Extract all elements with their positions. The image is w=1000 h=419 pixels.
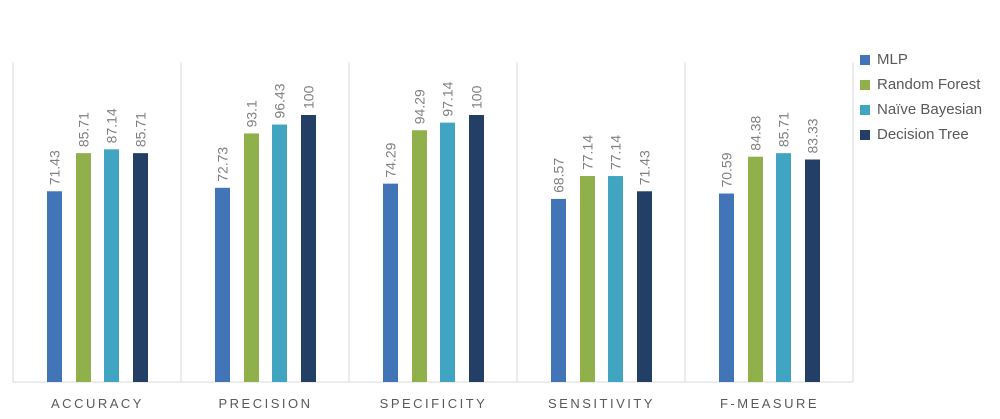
legend-item: Naïve Bayesian [860,97,982,122]
bar-decision-tree [469,115,484,382]
data-label: 71.43 [47,150,63,185]
legend-item: Decision Tree [860,122,982,147]
data-label: 85.71 [76,112,92,147]
data-label: 84.38 [748,115,764,150]
bar-mlp [47,191,62,382]
bar-decision-tree [301,115,316,382]
bar-na-ve-bayesian [608,176,623,382]
bar-random-forest [748,156,763,382]
bar-decision-tree [805,159,820,382]
legend-item: Random Forest [860,72,982,97]
data-label: 96.43 [272,83,288,118]
legend-label: Naïve Bayesian [877,101,983,118]
data-label: 70.59 [719,152,735,187]
x-tick-label: PRECISION [218,396,312,411]
data-label: 97.14 [440,81,456,116]
data-label: 85.71 [133,112,149,147]
bar-mlp [551,198,566,382]
bar-random-forest [412,130,427,382]
bar-random-forest [244,133,259,382]
x-tick-label: SENSITIVITY [548,396,655,411]
bar-random-forest [76,153,91,382]
bar-na-ve-bayesian [272,124,287,383]
data-label: 94.29 [412,89,428,124]
legend-swatch [860,104,870,115]
legend-swatch [860,79,870,90]
bar-random-forest [580,176,595,382]
bar-decision-tree [133,153,148,382]
data-label: 83.33 [805,118,821,153]
data-label: 77.14 [580,135,596,170]
x-tick-label: SPECIFICITY [380,396,488,411]
legend-swatch [860,129,870,140]
bar-na-ve-bayesian [440,122,455,382]
bar-na-ve-bayesian [776,153,791,382]
legend-swatch [860,54,870,65]
bar-decision-tree [637,191,652,382]
legend-label: Random Forest [877,76,981,93]
legend-label: Decision Tree [877,126,969,143]
data-label: 68.57 [551,158,567,193]
x-tick-label: F-MEASURE [720,396,819,411]
data-label: 74.29 [383,142,399,177]
data-label: 87.14 [104,108,120,143]
data-label: 77.14 [608,135,624,170]
data-label: 71.43 [637,150,653,185]
data-label: 100 [469,85,485,109]
x-tick-label: ACCURACY [51,396,144,411]
legend: MLP Random Forest Naïve Bayesian Decision T… [860,47,982,147]
data-label: 100 [301,85,317,109]
bar-na-ve-bayesian [104,149,119,382]
legend-label: MLP [877,51,908,68]
data-label: 93.1 [244,100,260,127]
bar-mlp [719,193,734,382]
legend-item: MLP [860,47,982,72]
data-label: 85.71 [776,112,792,147]
bar-mlp [215,187,230,382]
data-label: 72.73 [215,147,231,182]
bar-mlp [383,183,398,382]
